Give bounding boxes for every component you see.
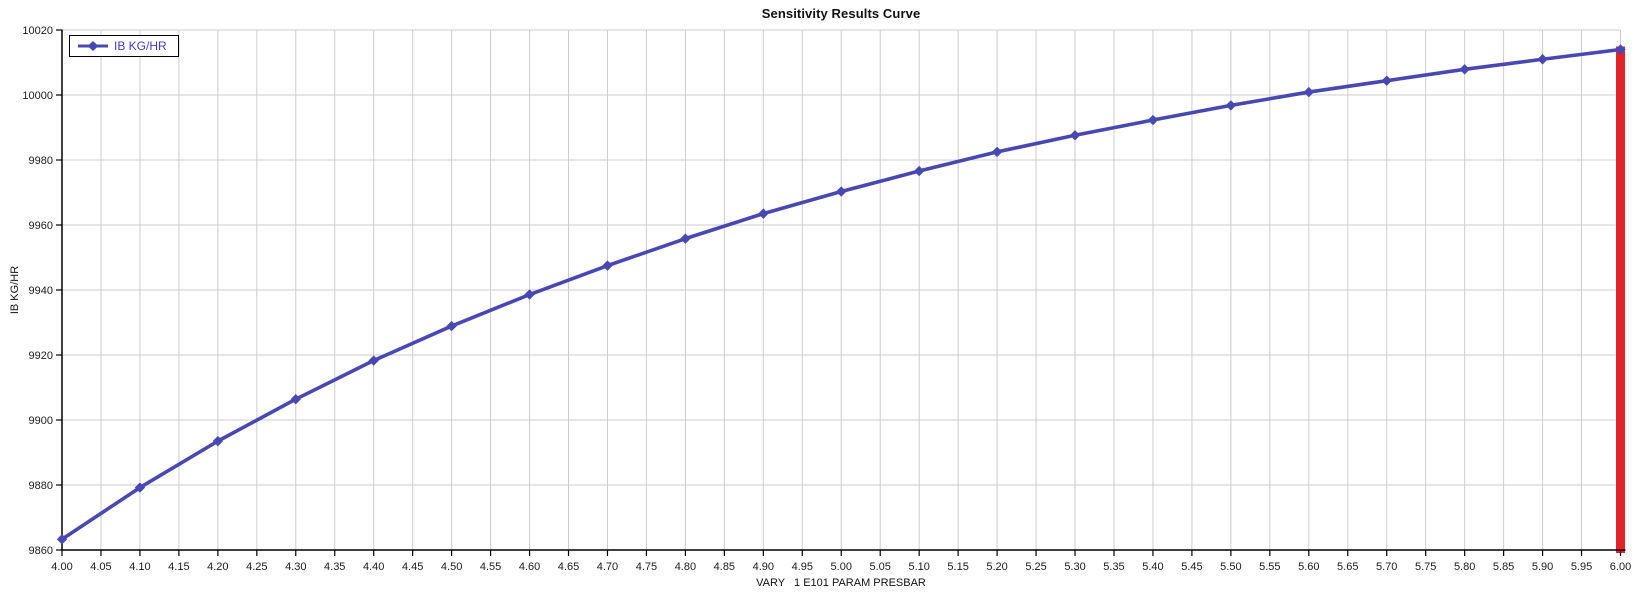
data-point-marker <box>212 435 224 447</box>
x-tick-label: 4.30 <box>285 561 306 573</box>
data-point-marker <box>1459 64 1470 75</box>
data-point-marker <box>56 534 68 545</box>
data-point-marker <box>913 165 925 177</box>
data-point-marker <box>134 482 146 493</box>
data-point-marker <box>368 355 379 366</box>
x-tick-label: 4.40 <box>363 561 384 573</box>
x-tick-label: 5.75 <box>1415 561 1436 573</box>
x-axis-title: VARY 1 E101 PARAM PRESBAR <box>756 577 926 589</box>
x-tick-label: 4.95 <box>792 561 813 573</box>
x-tick-label: 4.80 <box>675 561 696 573</box>
y-tick-label: 9980 <box>29 155 53 167</box>
x-tick-label: 4.55 <box>480 561 501 573</box>
x-tick-label: 5.00 <box>831 561 852 573</box>
x-tick-label: 4.60 <box>519 561 540 573</box>
x-tick-label: 4.10 <box>129 561 150 573</box>
data-point-marker <box>758 208 769 219</box>
y-tick-label: 10020 <box>22 25 53 37</box>
x-tick-label: 4.05 <box>90 561 111 573</box>
x-tick-label: 4.85 <box>714 561 735 573</box>
legend-marker-diamond <box>87 41 99 51</box>
x-tick-label: 5.40 <box>1142 561 1163 573</box>
x-tick-label: 4.50 <box>441 561 462 573</box>
data-point-marker <box>602 260 613 271</box>
legend-series-marker-icon <box>78 41 108 51</box>
x-tick-label: 5.45 <box>1181 561 1202 573</box>
x-tick-label: 4.70 <box>597 561 618 573</box>
x-tick-label: 5.65 <box>1337 561 1358 573</box>
x-tick-label: 5.70 <box>1376 561 1397 573</box>
y-tick-label: 9860 <box>29 545 53 557</box>
x-tick-label: 4.35 <box>324 561 345 573</box>
data-point-marker <box>290 394 301 405</box>
x-tick-label: 5.50 <box>1220 561 1241 573</box>
x-tick-label: 5.20 <box>986 561 1007 573</box>
x-tick-label: 5.95 <box>1571 561 1592 573</box>
data-point-marker <box>1303 86 1314 98</box>
y-tick-label: 9900 <box>29 415 53 427</box>
data-point-marker <box>1615 44 1626 55</box>
y-tick-label: 9880 <box>29 480 53 492</box>
x-tick-label: 5.30 <box>1064 561 1085 573</box>
x-tick-label: 5.05 <box>870 561 891 573</box>
x-tick-label: 4.00 <box>51 561 72 573</box>
x-tick-label: 4.15 <box>168 561 189 573</box>
y-tick-label: 10000 <box>22 90 53 102</box>
legend: IB KG/HR <box>69 35 179 57</box>
data-point-marker <box>1069 130 1081 141</box>
y-axis-title: IB KG/HR <box>9 265 21 315</box>
y-tick-label: 9960 <box>29 220 53 232</box>
x-tick-label: 4.20 <box>207 561 228 573</box>
data-point-marker <box>1537 54 1548 65</box>
data-point-marker <box>836 186 847 197</box>
data-point-marker <box>1225 100 1237 111</box>
chart-title: Sensitivity Results Curve <box>761 6 921 21</box>
x-tick-label: 5.80 <box>1454 561 1475 573</box>
y-tick-label: 9920 <box>29 350 53 362</box>
x-tick-label: 5.10 <box>908 561 929 573</box>
x-tick-label: 4.65 <box>558 561 579 573</box>
x-tick-label: 5.25 <box>1025 561 1046 573</box>
data-point-marker <box>991 146 1003 158</box>
data-point-marker <box>1147 114 1159 126</box>
data-point-marker <box>446 320 457 332</box>
x-tick-label: 5.35 <box>1103 561 1124 573</box>
y-tick-label: 9940 <box>29 285 53 297</box>
x-tick-label: 5.85 <box>1493 561 1514 573</box>
x-tick-label: 4.25 <box>246 561 267 573</box>
data-point-marker <box>1381 75 1392 86</box>
x-tick-label: 4.45 <box>402 561 423 573</box>
legend-series-label: IB KG/HR <box>114 39 167 53</box>
x-tick-label: 5.60 <box>1298 561 1319 573</box>
x-tick-label: 4.90 <box>753 561 774 573</box>
x-tick-label: 6.00 <box>1610 561 1631 573</box>
data-point-marker <box>680 233 691 244</box>
x-tick-label: 5.15 <box>947 561 968 573</box>
x-tick-label: 5.90 <box>1532 561 1553 573</box>
x-tick-label: 5.55 <box>1259 561 1280 573</box>
x-tick-label: 4.75 <box>636 561 657 573</box>
data-point-marker <box>524 289 535 300</box>
